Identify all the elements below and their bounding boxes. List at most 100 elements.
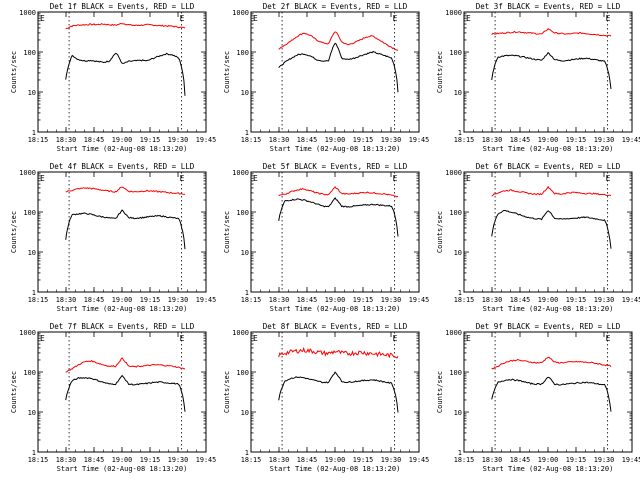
panel-title: Det 8f BLACK = Events, RED = LLD (263, 322, 408, 331)
y-axis-label: Counts/sec (436, 211, 444, 253)
y-axis-label: Counts/sec (223, 371, 231, 413)
plot-frame (463, 11, 633, 133)
panel-4: Det 4f BLACK = Events, RED = LLD 1 10 100 10… (10, 162, 216, 313)
x-tick-label: 19:45 (196, 456, 216, 464)
x-tick-label: 18:30 (56, 136, 76, 144)
x-tick-label: 18:15 (241, 296, 261, 304)
event-marker: E (40, 334, 45, 343)
y-tick-label: 1000 (19, 9, 36, 17)
x-tick-label: 19:15 (140, 136, 160, 144)
x-axis-label: Start Time (02-Aug-08 18:13:20) (270, 145, 401, 153)
y-axis-label: Counts/sec (10, 211, 18, 253)
y-tick-label: 1000 (232, 169, 249, 177)
x-tick-label: 19:45 (622, 296, 640, 304)
panel-title: Det 5f BLACK = Events, RED = LLD (263, 162, 408, 171)
y-tick-label: 1000 (445, 169, 462, 177)
y-tick-label: 10 (28, 89, 36, 97)
event-marker: E (606, 334, 611, 343)
plot-frame (463, 171, 633, 293)
x-tick-label: 18:15 (454, 296, 474, 304)
series-line-events (491, 376, 612, 412)
y-tick-label: 100 (23, 369, 36, 377)
panel-6: Det 6f BLACK = Events, RED = LLD 1 10 100 10… (436, 162, 640, 313)
event-marker: E (253, 14, 258, 23)
panel-title: Det 4f BLACK = Events, RED = LLD (50, 162, 195, 171)
x-tick-label: 19:00 (538, 296, 558, 304)
series-line-events (491, 51, 612, 90)
panel-title: Det 6f BLACK = Events, RED = LLD (476, 162, 621, 171)
y-tick-label: 100 (23, 49, 36, 57)
x-tick-label: 19:00 (325, 456, 345, 464)
x-tick-label: 19:00 (325, 296, 345, 304)
x-tick-label: 19:00 (325, 136, 345, 144)
y-axis-label: Counts/sec (436, 51, 444, 93)
y-tick-label: 1 (32, 289, 36, 297)
x-tick-label: 19:00 (538, 456, 558, 464)
x-tick-label: 19:30 (594, 296, 614, 304)
x-tick-label: 19:00 (112, 136, 132, 144)
x-tick-label: 19:15 (353, 296, 373, 304)
y-tick-label: 10 (454, 89, 462, 97)
y-tick-label: 100 (236, 209, 249, 217)
y-tick-label: 100 (449, 209, 462, 217)
x-axis-label: Start Time (02-Aug-08 18:13:20) (57, 465, 188, 473)
x-tick-label: 18:45 (297, 296, 317, 304)
y-tick-label: 100 (449, 369, 462, 377)
y-tick-label: 100 (236, 369, 249, 377)
x-axis-label: Start Time (02-Aug-08 18:13:20) (483, 465, 614, 473)
event-marker: E (606, 174, 611, 183)
y-tick-label: 1 (245, 289, 249, 297)
x-tick-label: 18:45 (510, 136, 530, 144)
series-line-lld (65, 357, 186, 373)
y-tick-label: 1 (245, 129, 249, 137)
x-tick-label: 19:30 (594, 136, 614, 144)
plot-frame (250, 331, 420, 453)
event-marker: E (393, 334, 398, 343)
y-tick-label: 10 (28, 409, 36, 417)
x-axis-label: Start Time (02-Aug-08 18:13:20) (483, 145, 614, 153)
x-tick-label: 18:45 (84, 296, 104, 304)
panel-title: Det 7f BLACK = Events, RED = LLD (50, 322, 195, 331)
x-tick-label: 18:15 (241, 136, 261, 144)
y-tick-label: 1000 (445, 9, 462, 17)
x-tick-label: 18:30 (482, 296, 502, 304)
x-tick-label: 19:15 (140, 456, 160, 464)
panel-title: Det 2f BLACK = Events, RED = LLD (263, 2, 408, 11)
event-marker: E (466, 174, 471, 183)
event-marker: E (180, 174, 185, 183)
plot-frame (37, 331, 207, 453)
series-line-lld (278, 186, 399, 198)
plot-frame (37, 171, 207, 293)
series-line-events (65, 209, 186, 250)
x-tick-label: 18:45 (84, 136, 104, 144)
series-line-lld (491, 185, 612, 197)
x-tick-label: 19:30 (168, 296, 188, 304)
x-axis-label: Start Time (02-Aug-08 18:13:20) (57, 305, 188, 313)
x-tick-label: 19:45 (409, 456, 429, 464)
series-line-events (278, 371, 399, 413)
y-tick-label: 10 (454, 249, 462, 257)
panel-title: Det 3f BLACK = Events, RED = LLD (476, 2, 621, 11)
x-tick-label: 19:00 (112, 456, 132, 464)
x-tick-label: 19:30 (594, 456, 614, 464)
y-tick-label: 100 (23, 209, 36, 217)
event-marker: E (180, 334, 185, 343)
x-tick-label: 18:30 (269, 136, 289, 144)
y-tick-label: 10 (241, 249, 249, 257)
plot-frame (250, 11, 420, 133)
y-tick-label: 1 (32, 449, 36, 457)
plot-frame (463, 331, 633, 453)
y-axis-label: Counts/sec (10, 51, 18, 93)
panel-9: Det 9f BLACK = Events, RED = LLD 1 10 100 10… (436, 322, 640, 473)
x-tick-label: 19:15 (566, 296, 586, 304)
x-tick-label: 19:15 (140, 296, 160, 304)
y-tick-label: 1000 (232, 9, 249, 17)
series-line-lld (278, 31, 399, 51)
y-axis-label: Counts/sec (223, 211, 231, 253)
y-tick-label: 1 (458, 289, 462, 297)
x-tick-label: 18:30 (482, 456, 502, 464)
x-tick-label: 19:00 (112, 296, 132, 304)
plot-frame (37, 11, 207, 133)
